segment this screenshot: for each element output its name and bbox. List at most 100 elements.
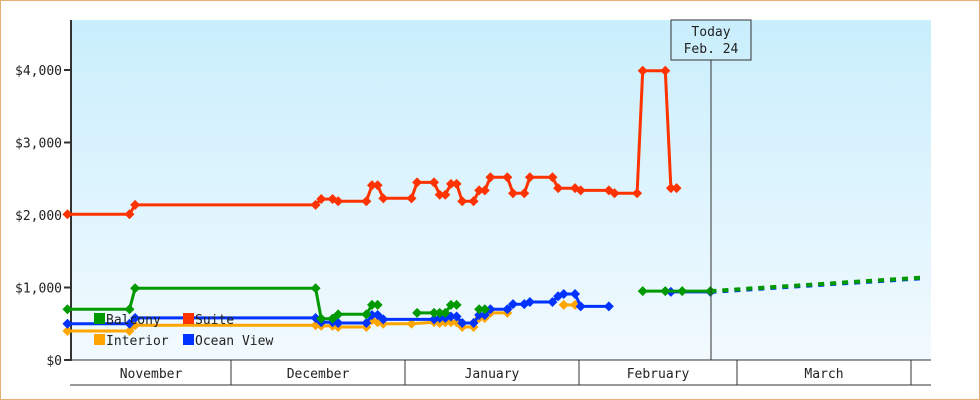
data-point[interactable] [412,177,423,188]
data-point[interactable] [378,193,389,204]
today-date: Feb. 24 [684,42,739,57]
data-point[interactable] [62,209,73,220]
data-point[interactable] [637,65,648,76]
data-point[interactable] [519,188,530,199]
data-point[interactable] [474,304,485,315]
legend-label: Ocean View [195,334,273,349]
today-box [670,19,752,61]
data-point[interactable] [609,188,620,199]
data-point[interactable] [429,177,440,188]
data-point[interactable] [660,286,671,297]
data-point[interactable] [547,172,558,183]
data-point[interactable] [130,283,141,294]
data-point[interactable] [502,172,513,183]
data-point[interactable] [124,304,135,315]
data-point[interactable] [524,297,535,307]
data-point[interactable] [665,183,676,194]
series-balcony [62,275,925,324]
data-point[interactable] [479,185,490,196]
data-point[interactable] [479,304,490,315]
data-point[interactable] [553,183,564,194]
data-point[interactable] [575,301,586,312]
data-point[interactable] [372,180,383,191]
data-point[interactable] [316,313,327,324]
data-point[interactable] [508,299,518,310]
data-point[interactable] [62,304,73,315]
data-point[interactable] [412,307,423,318]
data-point[interactable] [124,326,135,336]
data-point[interactable] [637,286,648,297]
data-point[interactable] [361,196,372,207]
legend-item: Balcony [94,313,161,328]
data-point[interactable] [310,283,321,294]
data-point[interactable] [485,304,496,315]
data-point[interactable] [558,289,569,300]
data-point[interactable] [434,312,445,323]
legend-swatch [183,313,194,324]
data-point[interactable] [333,196,344,207]
series-line [67,286,378,321]
data-point[interactable] [558,299,569,310]
data-point[interactable] [378,314,389,325]
today-marker: Today Feb. 24 [670,19,752,360]
legend-label: Suite [195,313,234,328]
data-point[interactable] [603,301,614,312]
data-point[interactable] [310,199,321,210]
x-month-label: March [804,367,843,382]
data-point[interactable] [361,309,372,320]
data-point[interactable] [406,318,417,329]
data-point[interactable] [474,310,485,321]
data-point[interactable] [429,307,440,318]
data-point[interactable] [316,194,327,205]
x-month-label: December [287,367,350,382]
data-point[interactable] [457,318,468,329]
data-point[interactable] [367,299,377,310]
x-month-label: February [627,367,690,382]
data-point[interactable] [570,289,581,300]
data-point[interactable] [62,326,73,336]
data-point[interactable] [660,65,671,76]
data-point[interactable] [677,286,688,297]
data-point[interactable] [130,199,141,210]
data-point[interactable] [445,178,456,189]
data-point[interactable] [372,299,383,310]
data-point[interactable] [547,297,558,307]
data-point[interactable] [445,299,456,310]
series-suite [62,65,682,220]
data-point[interactable] [451,299,462,310]
data-point[interactable] [130,312,141,323]
data-point[interactable] [434,307,445,318]
legend-swatch [94,334,105,345]
data-point[interactable] [367,180,377,191]
legend-swatch [183,334,194,345]
data-point[interactable] [406,193,417,204]
data-point[interactable] [632,188,643,199]
data-point[interactable] [468,318,479,329]
data-point[interactable] [671,183,682,194]
legend-item: Ocean View [183,334,273,349]
plot-area [71,20,931,360]
data-point[interactable] [333,309,344,320]
data-point[interactable] [468,196,479,207]
data-point[interactable] [124,318,135,329]
data-point[interactable] [524,172,535,183]
data-point[interactable] [124,209,135,220]
data-point[interactable] [508,188,518,199]
data-point[interactable] [451,311,462,322]
data-point[interactable] [457,196,468,207]
data-point[interactable] [434,189,445,200]
data-point[interactable] [440,307,451,318]
data-point[interactable] [575,185,586,196]
data-point[interactable] [62,318,73,329]
data-point[interactable] [451,178,462,189]
data-point[interactable] [502,304,513,315]
data-point[interactable] [361,318,372,329]
data-point[interactable] [474,185,485,196]
data-point[interactable] [485,172,496,183]
data-point[interactable] [705,286,716,297]
data-point[interactable] [479,310,490,321]
data-point[interactable] [440,189,451,200]
legend-label: Interior [106,334,169,349]
y-tick-label: $2,000 [15,209,62,224]
